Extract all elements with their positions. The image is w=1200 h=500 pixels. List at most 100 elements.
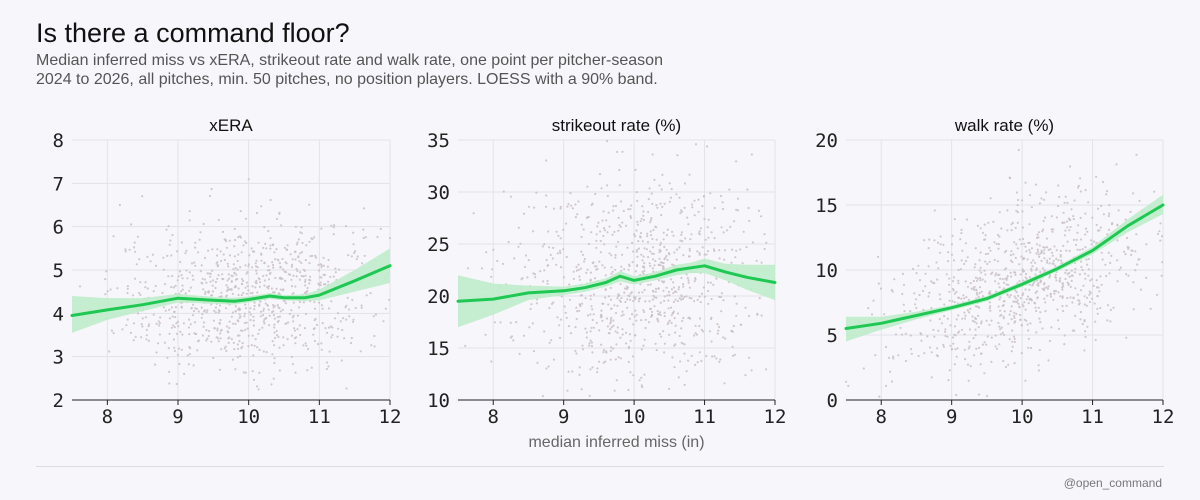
scatter-point (703, 253, 706, 256)
scatter-point (696, 361, 699, 364)
scatter-point (595, 265, 598, 268)
scatter-point (641, 291, 644, 294)
scatter-point (1124, 218, 1127, 221)
scatter-point (282, 288, 285, 291)
scatter-point (988, 260, 991, 263)
scatter-point (935, 354, 939, 357)
scatter-point (1049, 293, 1052, 296)
scatter-point (200, 281, 203, 284)
scatter-point (674, 331, 677, 334)
scatter-point (1160, 274, 1163, 277)
scatter-point (1058, 195, 1061, 199)
scatter-point (1002, 317, 1005, 320)
scatter-point (177, 325, 180, 328)
y-tick-label: 6 (53, 217, 64, 239)
scatter-point (1036, 233, 1039, 236)
scatter-point (651, 153, 654, 156)
scatter-point (697, 198, 700, 201)
scatter-point (653, 296, 656, 299)
scatter-point (147, 339, 150, 342)
scatter-point (640, 348, 643, 351)
scatter-point (1132, 281, 1135, 284)
scatter-point (310, 366, 313, 369)
scatter-point (661, 280, 664, 283)
scatter-point (211, 248, 214, 251)
scatter-point (1017, 302, 1020, 305)
scatter-point (601, 264, 604, 267)
scatter-point (1087, 274, 1090, 277)
scatter-point (580, 223, 583, 226)
scatter-point (1009, 271, 1012, 274)
scatter-point (1068, 218, 1071, 221)
scatter-point (942, 243, 945, 246)
scatter-point (282, 344, 285, 347)
scatter-point (685, 295, 688, 298)
scatter-point (659, 241, 663, 244)
scatter-point (269, 198, 272, 202)
scatter-point (246, 271, 249, 274)
scatter-point (688, 255, 691, 258)
scatter-point (689, 238, 692, 241)
scatter-point (1061, 305, 1064, 308)
scatter-point (206, 272, 209, 275)
scatter-point (517, 245, 520, 248)
scatter-point (586, 268, 589, 271)
scatter-point (242, 244, 245, 247)
scatter-point (203, 310, 206, 313)
scatter-point (1014, 289, 1017, 292)
scatter-point (668, 294, 671, 297)
scatter-point (236, 334, 239, 337)
scatter-point (196, 251, 200, 254)
scatter-point (273, 361, 276, 365)
scatter-point (937, 329, 940, 332)
scatter-point (1028, 223, 1031, 226)
scatter-point (543, 243, 546, 246)
scatter-point (937, 267, 940, 270)
scatter-point (216, 261, 219, 264)
scatter-point (1079, 310, 1082, 314)
scatter-point (1054, 290, 1057, 293)
scatter-point (285, 262, 288, 265)
scatter-point (254, 286, 257, 289)
scatter-point (985, 319, 988, 322)
scatter-point (272, 266, 275, 269)
scatter-point (686, 277, 689, 280)
scatter-point (130, 223, 133, 226)
scatter-point (176, 250, 179, 253)
scatter-point (1089, 292, 1092, 295)
scatter-point (180, 305, 183, 308)
scatter-point (700, 359, 703, 363)
scatter-point (685, 273, 688, 276)
scatter-point (548, 306, 551, 310)
scatter-point (964, 314, 967, 317)
scatter-point (978, 269, 981, 272)
scatter-point (1077, 224, 1080, 227)
scatter-point (974, 247, 977, 250)
scatter-point (1042, 228, 1045, 231)
scatter-point (636, 220, 639, 223)
scatter-point (683, 343, 686, 346)
scatter-point (671, 356, 674, 359)
scatter-point (1116, 280, 1119, 283)
scatter-point (663, 299, 666, 303)
scatter-point (936, 347, 939, 350)
scatter-point (1026, 258, 1029, 261)
scatter-point (655, 349, 658, 352)
scatter-point (1003, 310, 1006, 313)
scatter-point (682, 285, 685, 288)
scatter-point (278, 307, 281, 310)
scatter-point (966, 256, 969, 259)
scatter-point (626, 286, 630, 289)
scatter-point (530, 303, 533, 306)
scatter-point (964, 280, 967, 283)
scatter-point (568, 283, 571, 286)
scatter-point (238, 340, 241, 343)
scatter-point (1066, 220, 1069, 223)
scatter-point (281, 257, 284, 261)
scatter-point (706, 250, 710, 253)
scatter-point (1066, 201, 1069, 204)
scatter-point (661, 205, 664, 208)
scatter-point (284, 271, 288, 274)
scatter-point (322, 264, 325, 267)
scatter-point (201, 313, 204, 316)
